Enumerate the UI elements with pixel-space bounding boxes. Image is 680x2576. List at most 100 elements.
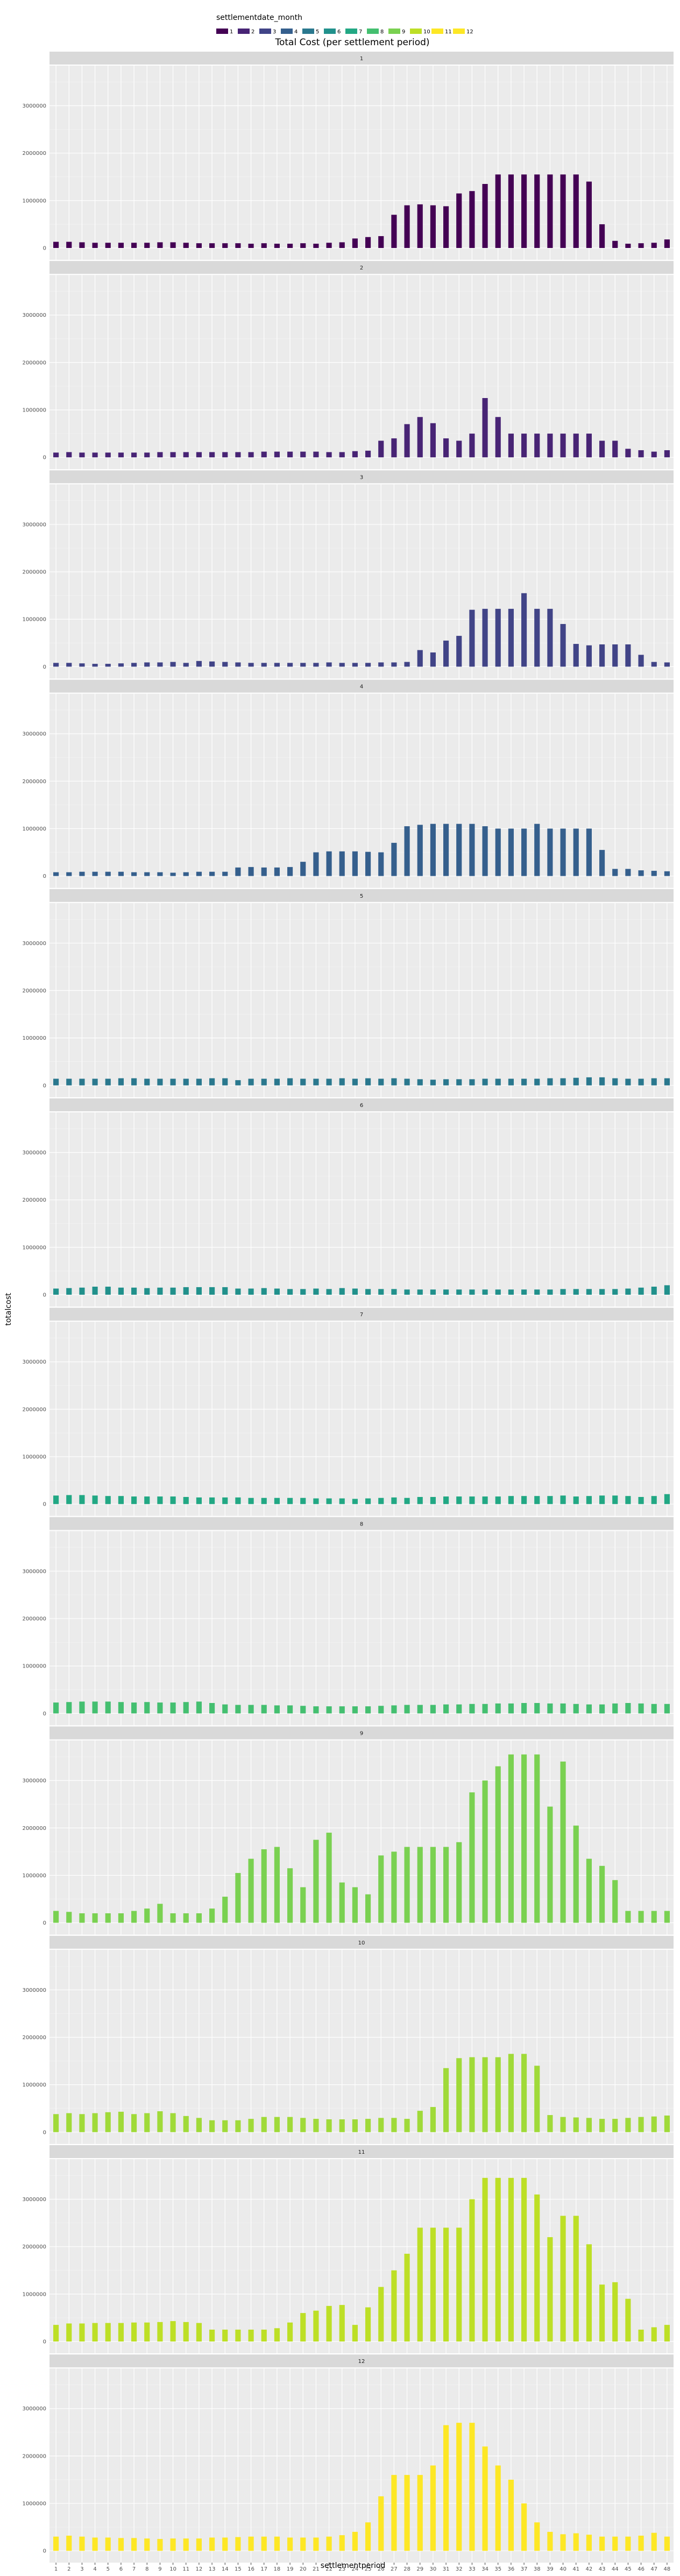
bar (339, 851, 345, 876)
bar (196, 1497, 202, 1505)
facet-strip-label: 10 (358, 1940, 365, 1946)
bar (92, 243, 98, 248)
bar (66, 1078, 72, 1085)
bar (261, 1078, 267, 1085)
bar (144, 452, 150, 458)
bar (599, 2284, 605, 2341)
panel-background (49, 1949, 674, 2144)
bar (79, 2323, 85, 2341)
facet-strip-label: 8 (360, 1521, 363, 1527)
bar (365, 1894, 371, 1923)
legend-key-6 (324, 29, 336, 34)
bar (508, 828, 514, 876)
bar (300, 1498, 306, 1505)
bar (326, 1498, 332, 1505)
legend-label-12: 12 (466, 29, 473, 35)
bar (196, 871, 202, 876)
bar (144, 1702, 150, 1714)
bar (456, 2423, 462, 2551)
bar (547, 1078, 553, 1085)
bar (456, 636, 462, 667)
facet-strip-label: 9 (360, 1731, 363, 1737)
bar (170, 452, 176, 458)
y-tick-label: 3000000 (22, 1359, 46, 1365)
bar (612, 2282, 618, 2341)
bar (651, 662, 657, 667)
legend-label-6: 6 (337, 29, 341, 35)
bar (430, 652, 436, 667)
bar (417, 1705, 423, 1714)
bar (378, 852, 384, 876)
bar (196, 452, 202, 458)
y-tick-label: 1000000 (22, 617, 46, 623)
bar (131, 243, 137, 248)
bar (92, 2537, 98, 2551)
bar (365, 2119, 371, 2132)
bar (547, 2115, 553, 2132)
bar (378, 1289, 384, 1295)
x-tick-label: 30 (430, 2566, 437, 2572)
bar (664, 2115, 670, 2132)
bar (326, 662, 332, 667)
bar (300, 2118, 306, 2132)
bar (599, 2119, 605, 2132)
bar (391, 1289, 397, 1295)
x-tick-label: 17 (260, 2566, 267, 2572)
bar (391, 2118, 397, 2132)
bar (352, 1078, 358, 1085)
bar (469, 1496, 475, 1505)
bar (287, 451, 293, 458)
bar (573, 2216, 579, 2341)
bar (222, 1078, 228, 1085)
bar (235, 1288, 241, 1295)
bar (417, 1496, 423, 1505)
bar (300, 451, 306, 458)
bar (599, 1704, 605, 1714)
bar (339, 1288, 345, 1295)
x-tick-label: 21 (313, 2566, 320, 2572)
bar (573, 644, 579, 667)
x-tick-label: 27 (391, 2566, 398, 2572)
bar (534, 2066, 540, 2132)
facet-strip-label: 4 (360, 684, 363, 690)
x-tick-label: 32 (456, 2566, 463, 2572)
bar (443, 206, 449, 248)
bar (209, 2120, 215, 2132)
bar (170, 2113, 176, 2132)
bar (118, 871, 124, 876)
bar (352, 451, 358, 458)
y-tick-label: 3000000 (22, 522, 46, 528)
bar (404, 1289, 410, 1295)
bar (612, 869, 618, 876)
bar (105, 1913, 111, 1923)
bar (339, 2119, 345, 2132)
x-tick-label: 5 (107, 2566, 110, 2572)
bar (144, 1078, 150, 1085)
bar (326, 2119, 332, 2132)
bar (508, 1703, 514, 1714)
bar (365, 1289, 371, 1295)
bar (430, 1496, 436, 1505)
legend-key-1 (216, 29, 228, 34)
bar (560, 174, 566, 248)
bar (183, 2116, 189, 2132)
bar (79, 1287, 85, 1295)
bar (131, 1078, 137, 1085)
bar (456, 1079, 462, 1085)
bar (534, 1289, 540, 1295)
bar (547, 608, 553, 667)
bar (651, 1704, 657, 1714)
bar (157, 1904, 163, 1923)
bar (664, 2325, 670, 2341)
bar (599, 1077, 605, 1085)
bar (157, 1078, 163, 1085)
facet-strip-label: 6 (360, 1103, 363, 1109)
bar (521, 174, 527, 248)
bar (508, 2054, 514, 2132)
bar (66, 242, 72, 248)
bar (222, 662, 228, 667)
bar (313, 1288, 319, 1295)
y-tick-label: 2000000 (22, 2035, 46, 2041)
bar (92, 2323, 98, 2341)
bar (53, 2325, 59, 2341)
